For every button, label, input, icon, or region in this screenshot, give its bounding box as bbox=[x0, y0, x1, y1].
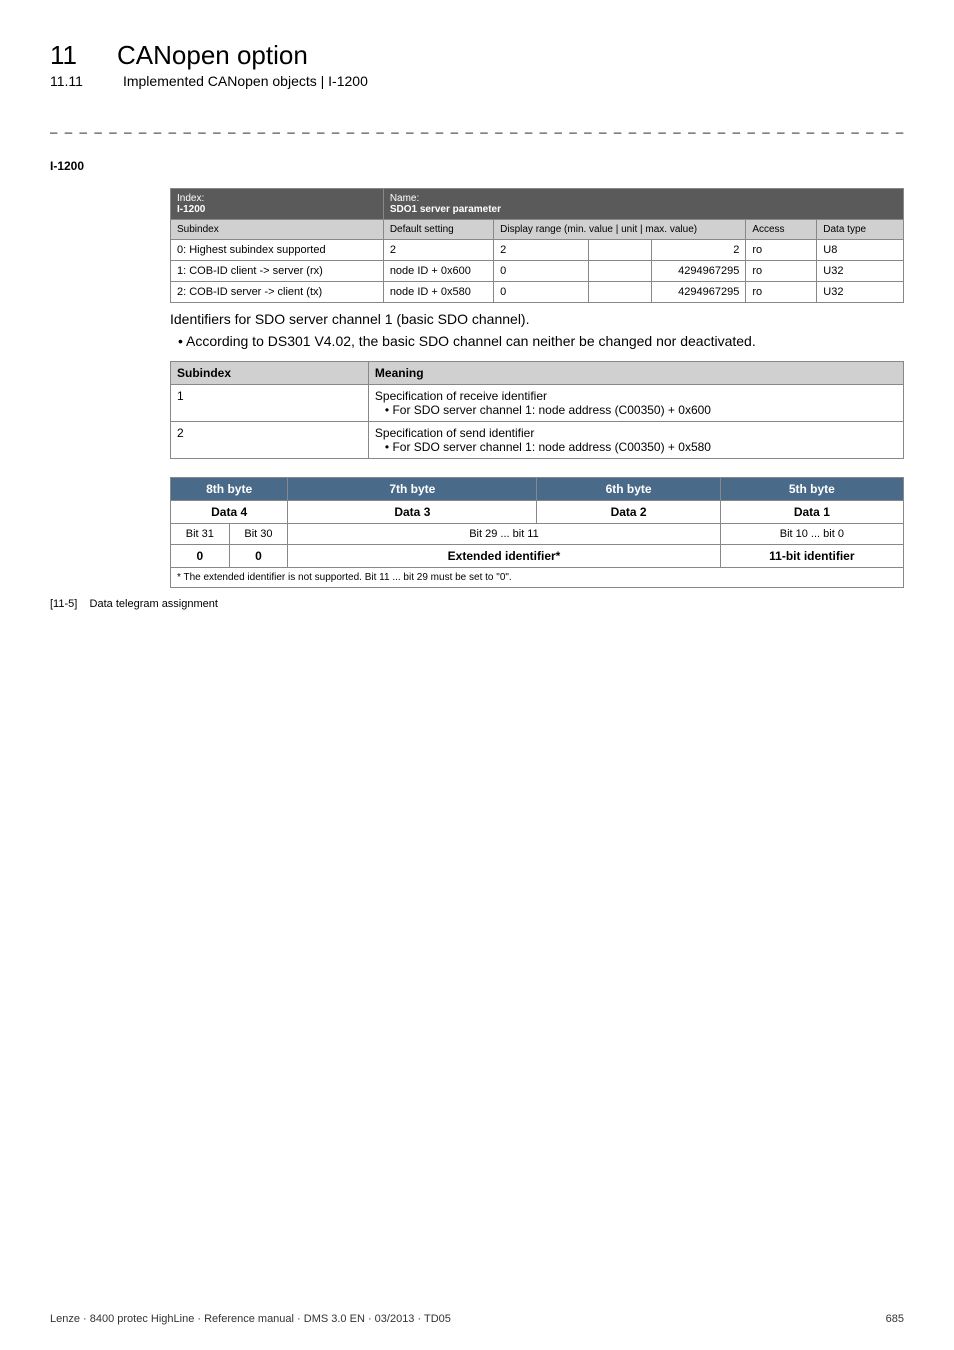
table-row: 1 Specification of receive identifier Fo… bbox=[171, 385, 904, 422]
subsection-title: Implemented CANopen objects | I-1200 bbox=[123, 73, 368, 89]
col-subindex: Subindex bbox=[171, 220, 384, 240]
bullet-text: According to DS301 V4.02, the basic SDO … bbox=[192, 333, 904, 349]
caption-num: [11-5] bbox=[50, 598, 77, 610]
bytes-note: * The extended identifier is not support… bbox=[171, 568, 904, 588]
bytes-8th: 8th byte bbox=[171, 478, 288, 501]
index-table: Index: I-1200 Name: SDO1 server paramete… bbox=[170, 188, 904, 303]
section-title: CANopen option bbox=[117, 40, 308, 71]
table-row: 2 Specification of send identifier For S… bbox=[171, 422, 904, 459]
table-row: 2: COB-ID server -> client (tx) node ID … bbox=[171, 282, 904, 303]
footer-left: Lenze · 8400 protec HighLine · Reference… bbox=[50, 1313, 451, 1325]
bytes-6th: 6th byte bbox=[537, 478, 720, 501]
col-range: Display range (min. value | unit | max. … bbox=[494, 220, 746, 240]
meaning-h2: Meaning bbox=[368, 362, 903, 385]
col-access: Access bbox=[746, 220, 817, 240]
caption-text: Data telegram assignment bbox=[90, 598, 218, 610]
col-default: Default setting bbox=[383, 220, 493, 240]
table-row: 0: Highest subindex supported 2 2 2 ro U… bbox=[171, 240, 904, 261]
subsection-number: 11.11 bbox=[50, 73, 83, 89]
table-row: 1: COB-ID client -> server (rx) node ID … bbox=[171, 261, 904, 282]
col-dtype: Data type bbox=[817, 220, 904, 240]
meaning-table: Subindex Meaning 1 Specification of rece… bbox=[170, 361, 904, 459]
index-label: Index: bbox=[177, 193, 204, 204]
anchor-label: I-1200 bbox=[50, 159, 904, 173]
name-label: Name: bbox=[390, 193, 419, 204]
description-text: Identifiers for SDO server channel 1 (ba… bbox=[170, 311, 904, 327]
section-number: 11 bbox=[50, 40, 77, 71]
index-value: I-1200 bbox=[177, 204, 205, 215]
meaning-h1: Subindex bbox=[171, 362, 369, 385]
name-value: SDO1 server parameter bbox=[390, 204, 501, 215]
bytes-5th: 5th byte bbox=[720, 478, 903, 501]
bytes-7th: 7th byte bbox=[288, 478, 537, 501]
separator-rule: _ _ _ _ _ _ _ _ _ _ _ _ _ _ _ _ _ _ _ _ … bbox=[50, 119, 904, 134]
footer-right: 685 bbox=[886, 1313, 904, 1325]
bytes-table: 8th byte 7th byte 6th byte 5th byte Data… bbox=[170, 477, 904, 588]
